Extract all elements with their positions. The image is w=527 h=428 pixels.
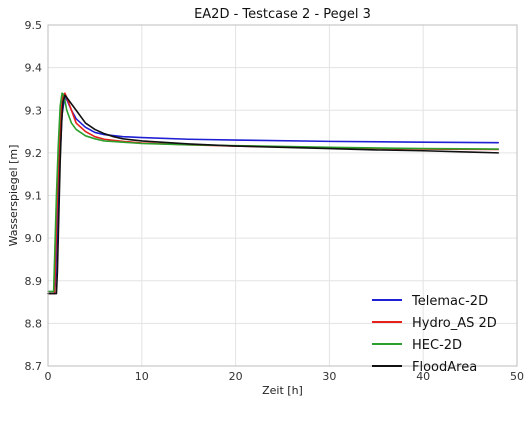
y-tick-label: 8.7 [25,360,43,373]
legend-label: Hydro_AS 2D [412,316,497,331]
y-tick-label: 9.4 [25,62,43,75]
series-layer [47,92,500,295]
series-line-floodarea [47,94,500,295]
legend: Telemac-2D Hydro_AS 2D HEC-2D FloodArea [372,294,497,375]
y-tick-label: 9.0 [25,232,43,245]
plot-frame [47,24,518,367]
x-tick-label: 0 [45,370,52,383]
x-tick-label: 30 [322,370,336,383]
y-tick-label: 9.5 [25,19,43,32]
y-tick-label: 9.3 [25,104,43,117]
y-tick-label: 8.9 [25,275,43,288]
x-tick-label: 10 [135,370,149,383]
x-tick-label: 20 [229,370,243,383]
x-tick-label: 50 [510,370,524,383]
legend-label: HEC-2D [412,338,462,353]
chart-title: EA2D - Testcase 2 - Pegel 3 [194,7,371,22]
y-axis-label: Wasserspiegel [m] [7,145,20,247]
legend-label: FloodArea [412,360,477,375]
y-tick-label: 9.2 [25,147,43,160]
y-tick-label: 8.8 [25,317,43,330]
legend-label: Telemac-2D [411,294,488,309]
y-tick-label: 9.1 [25,190,43,203]
x-axis-label: Zeit [h] [262,384,303,397]
tick-labels: 0 10 20 30 40 50 8.7 8.8 8.9 9.0 9.1 9.2 9.3 9.4 9.5 [25,19,525,383]
x-tick-label: 40 [416,370,430,383]
